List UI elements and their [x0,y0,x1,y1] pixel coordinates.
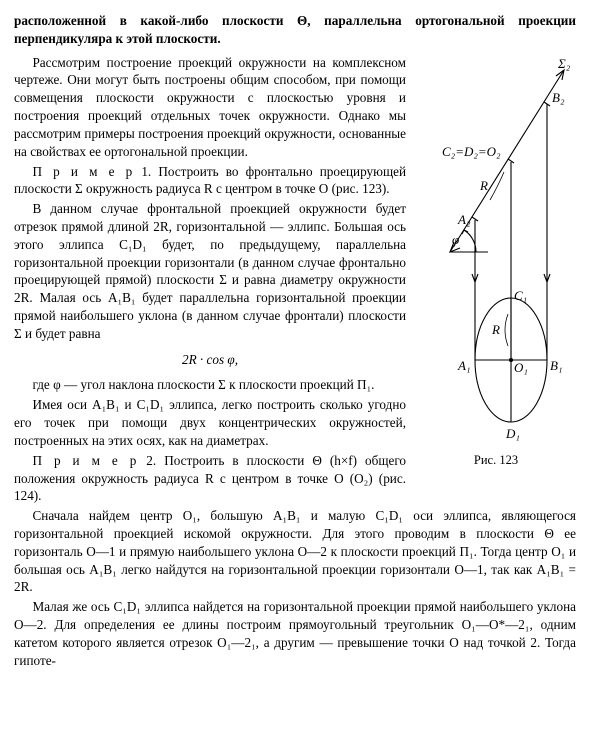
label-C2D2O2: C₂=D₂=O₂ [442,144,501,159]
label-A1: A₁ [457,358,470,373]
example-1-num: 1. [134,164,158,179]
paragraph-8: Малая же ось C₁D₁ эллипса найдется на го… [14,598,576,669]
example-2-num: 2. [138,453,164,468]
label-R-lower: R [491,322,500,337]
label-B2: B₂ [552,90,565,105]
figure-123: Σ₂ B₂ C₂=D₂=O₂ R A₂ φ C₁ R A₁ O₁ B₁ D₁ Р… [416,58,576,469]
example-1-label: П р и м е р [32,164,134,179]
label-R-upper: R [479,178,488,193]
label-B1: B₁ [550,358,562,373]
label-A2: A₂ [457,212,471,227]
label-O1: O₁ [514,360,528,375]
intro-bold: расположенной в какой-либо плоскости Θ, … [14,12,576,48]
label-phi: φ [452,232,459,247]
figure-caption: Рис. 123 [416,452,576,469]
figure-123-svg: Σ₂ B₂ C₂=D₂=O₂ R A₂ φ C₁ R A₁ O₁ B₁ D₁ [416,58,576,448]
label-D1: D₁ [505,426,520,441]
label-C1: C₁ [514,288,527,303]
label-sigma2: Σ₂ [557,58,571,71]
example-2-label: П р и м е р [32,453,138,468]
paragraph-7: Сначала найдем центр O₁, большую A₁B₁ и … [14,507,576,596]
